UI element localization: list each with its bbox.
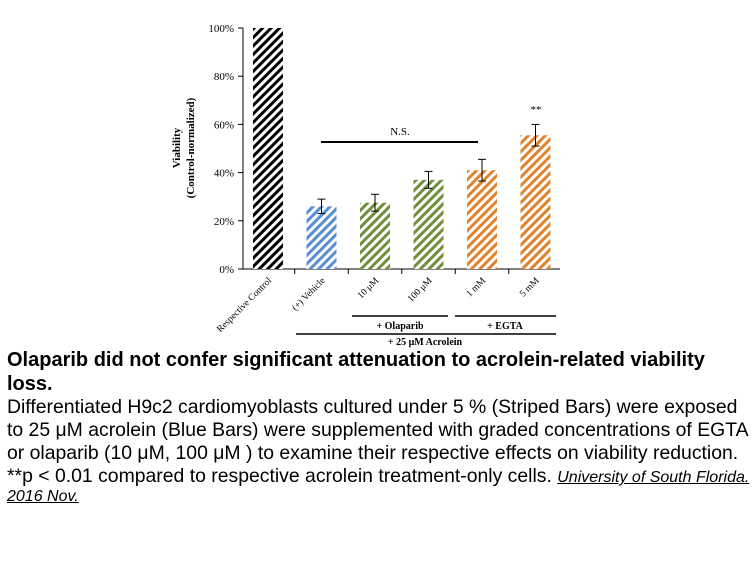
figure-caption: Olaparib did not confer significant atte… (7, 348, 752, 506)
annotations: N.S. ** + Olaparib + EGTA + 25 μM Acrole… (296, 104, 556, 348)
bar (413, 179, 444, 269)
error-bar (371, 193, 379, 212)
x-tick-label: Respective Control (215, 276, 274, 335)
y-axis-label: Viability (171, 127, 183, 168)
ns-label: N.S. (390, 126, 410, 138)
error-bar (317, 198, 326, 215)
egta-group-label: + EGTA (487, 321, 524, 332)
source-link[interactable]: University of South Florida. 2016 Nov. (7, 469, 750, 505)
y-tick-label: 20% (214, 216, 234, 228)
error-bar (478, 158, 486, 182)
olaparib-group-label: + Olaparib (376, 321, 424, 332)
x-tick-label: 100 μM (406, 276, 435, 305)
y-tick-label: 100% (208, 23, 234, 35)
caption-body: Differentiated H9c2 cardiomyoblasts cult… (7, 396, 752, 506)
acrolein-group-label: + 25 μM Acrolein (388, 337, 463, 348)
x-tick-label: 5 mM (518, 276, 542, 300)
x-tick-label: 10 μM (356, 276, 381, 301)
y-axis-title: Viability (Control-normalized) (171, 97, 197, 198)
bars (253, 28, 551, 269)
error-bar (424, 170, 433, 189)
bar-chart: Viability (Control-normalized) 0% 20% 40% 6… (171, 23, 560, 348)
caption-title: Olaparib did not confer significant atte… (7, 349, 705, 395)
bar (306, 206, 337, 269)
y-tick-label: 60% (214, 119, 234, 131)
y-axis-label-sub: (Control-normalized) (185, 97, 197, 198)
error-bars (317, 123, 540, 215)
caption-text: Differentiated H9c2 cardiomyoblasts cult… (7, 396, 748, 487)
y-tick-label: 80% (214, 71, 234, 83)
axes: 0% 20% 40% 60% 80% 100% (208, 23, 560, 276)
bar (253, 28, 283, 269)
bar (467, 170, 497, 269)
bar (520, 135, 551, 269)
y-tick-label: 40% (214, 168, 234, 180)
y-tick-label: 0% (219, 264, 234, 276)
x-tick-label: 1 mM (465, 276, 489, 300)
significance-label: ** (531, 104, 542, 116)
x-tick-label: (+) Vehicle (290, 275, 328, 313)
error-bar (531, 123, 540, 147)
bar (360, 202, 390, 269)
